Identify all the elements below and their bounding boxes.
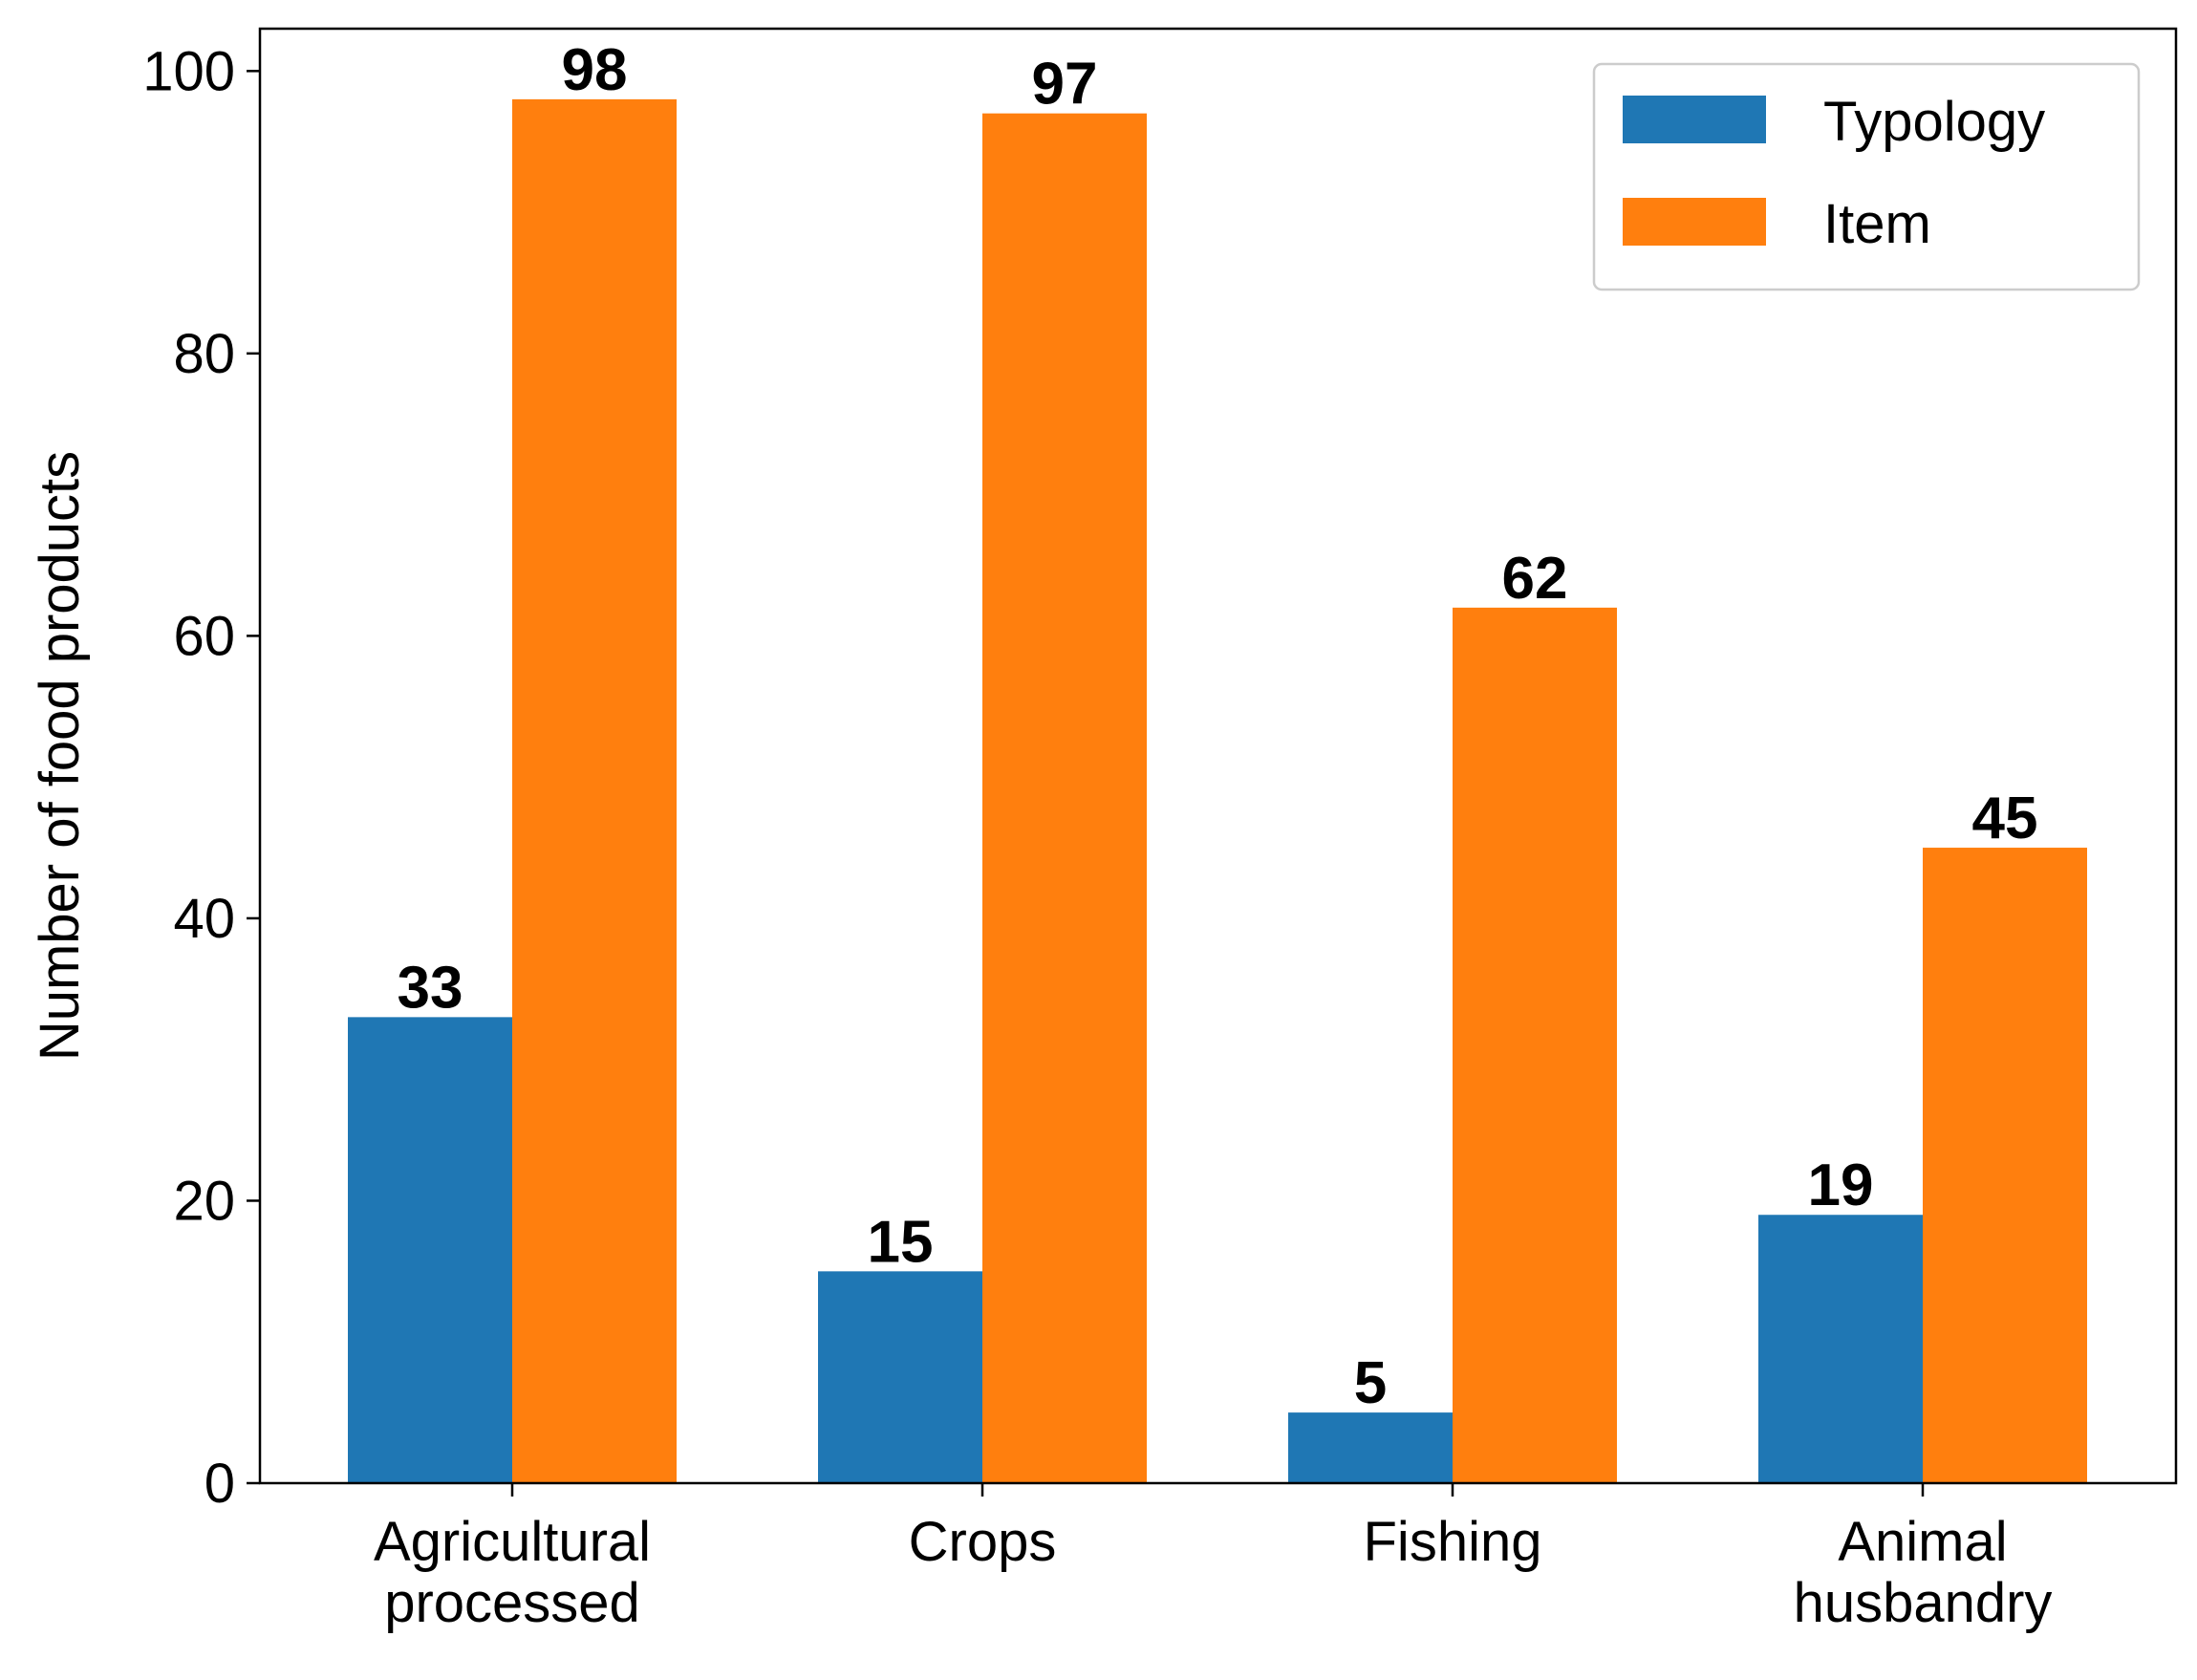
y-tick-label-40: 40: [173, 888, 235, 950]
value-label-item-fishing: 62: [1502, 546, 1568, 612]
value-labels-layer: 33 98 15 97 5 62 19 45: [398, 37, 2038, 1416]
bars-layer: [348, 98, 2087, 1484]
value-label-item-animal-husbandry: 45: [1972, 786, 2038, 851]
bar-item-animal-husbandry: [1923, 848, 2087, 1483]
bar-typology-crops: [818, 1271, 982, 1483]
x-tick-label-agricultural-processed: Agricultural processed: [374, 1511, 651, 1634]
bar-typology-animal-husbandry: [1758, 1215, 1923, 1483]
x-tick-label-animal-husbandry: Animal husbandry: [1794, 1511, 2053, 1634]
bar-item-fishing: [1453, 607, 1617, 1483]
value-label-typology-agricultural-processed: 33: [398, 955, 463, 1021]
x-tick-label-fishing: Fishing: [1364, 1511, 1542, 1573]
legend: Typology Item: [1592, 62, 2141, 291]
value-label-item-crops: 97: [1032, 52, 1098, 118]
y-tick-label-100: 100: [142, 40, 235, 102]
x-tick-label-crops: Crops: [909, 1511, 1057, 1573]
bar-typology-fishing: [1288, 1412, 1453, 1483]
value-label-typology-fishing: 5: [1354, 1350, 1387, 1416]
bar-typology-agricultural-processed: [348, 1017, 512, 1483]
y-tick-label-20: 20: [173, 1170, 235, 1232]
plot-area-frame: [258, 27, 2178, 1485]
value-label-typology-animal-husbandry: 19: [1808, 1152, 1874, 1218]
x-axis: Agricultural processed Crops Fishing Animal h…: [374, 1483, 2052, 1634]
y-tick-label-60: 60: [173, 605, 235, 667]
legend-label-typology: Typology: [1823, 91, 2045, 153]
value-label-typology-crops: 15: [868, 1209, 934, 1275]
y-tick-label-0: 0: [205, 1453, 235, 1515]
bar-item-crops: [982, 113, 1147, 1484]
bar-item-agricultural-processed: [512, 98, 677, 1483]
y-axis-title: Number of food products: [29, 451, 91, 1061]
value-label-item-agricultural-processed: 98: [562, 37, 628, 103]
legend-label-item: Item: [1823, 193, 1931, 255]
legend-swatch-typology: [1623, 96, 1766, 143]
y-axis: 0 20 40 60 80 100: [142, 40, 260, 1515]
y-tick-label-80: 80: [173, 323, 235, 385]
legend-swatch-item: [1623, 198, 1766, 246]
